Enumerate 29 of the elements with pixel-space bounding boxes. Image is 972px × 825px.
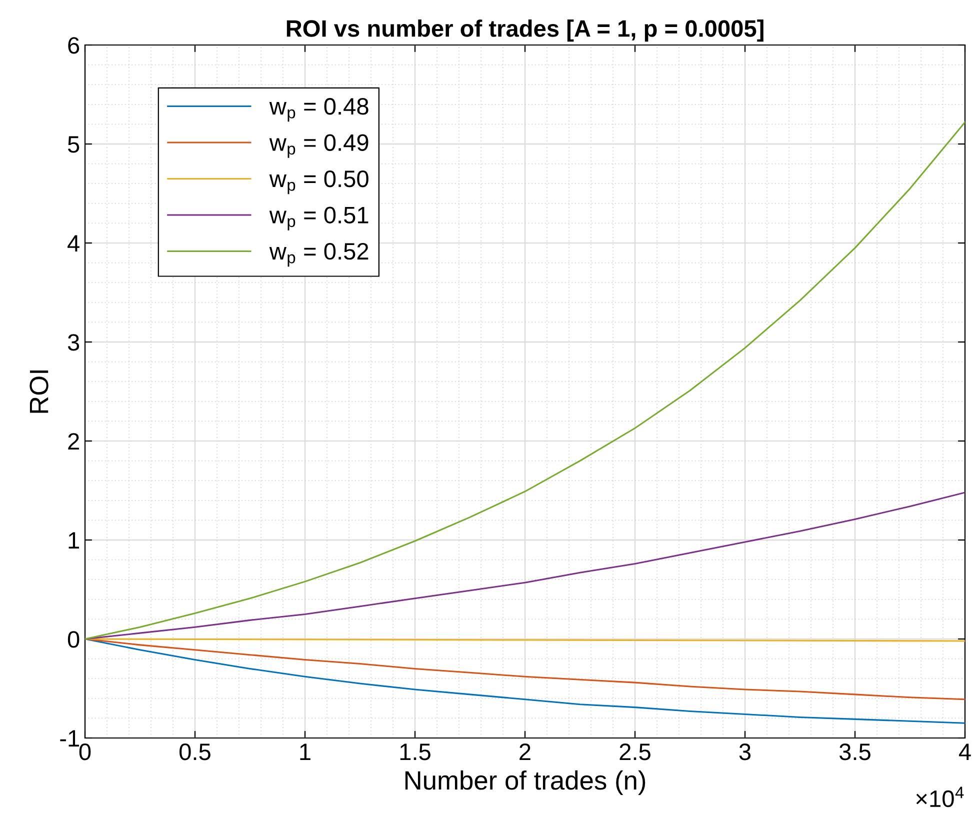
y-tick-label: 2 xyxy=(68,433,79,450)
x-tick-label: 2 xyxy=(520,743,530,760)
line-series xyxy=(85,121,965,640)
x-tick-label: 0.5 xyxy=(180,743,210,760)
legend-label: w$_{p}$ = 0.51 xyxy=(269,206,368,230)
x-tick-label: 2.5 xyxy=(620,743,650,760)
chart-title: ROI vs number of trades [A = 1, p = 0.0005] xyxy=(286,20,764,42)
x-tick-label: 3 xyxy=(739,743,751,760)
line-series xyxy=(85,492,965,640)
legend-label: w$_{p}$ = 0.48 xyxy=(269,98,368,122)
x-tick-label: 0 xyxy=(79,743,91,760)
y-tick-label: 3 xyxy=(68,334,80,351)
x-tick-label: 1 xyxy=(300,744,310,760)
legend-label: w$_{p}$ = 0.52 xyxy=(269,242,368,267)
x-axis-title: Number of trades (n) xyxy=(405,770,646,796)
x-tick-label: 1.5 xyxy=(400,744,430,760)
legend-label: w$_{p}$ = 0.50 xyxy=(269,170,368,194)
y-tick-label: 1 xyxy=(68,532,79,549)
x-tick-label: 4 xyxy=(958,744,971,760)
text: ×10$^{4}$ xyxy=(916,786,964,808)
y-tick-label: 6 xyxy=(68,37,80,54)
x-tick-label: 3.5 xyxy=(839,743,870,760)
y-tick-label: 5 xyxy=(68,136,80,153)
y-tick-label: 4 xyxy=(68,235,80,252)
y-tick-label: -1 xyxy=(60,730,79,747)
y-axis-title: ROI xyxy=(30,370,48,413)
legend-label: w$_{p}$ = 0.49 xyxy=(269,134,368,158)
y-tick-label: 0 xyxy=(68,631,80,648)
line-series xyxy=(85,638,965,724)
